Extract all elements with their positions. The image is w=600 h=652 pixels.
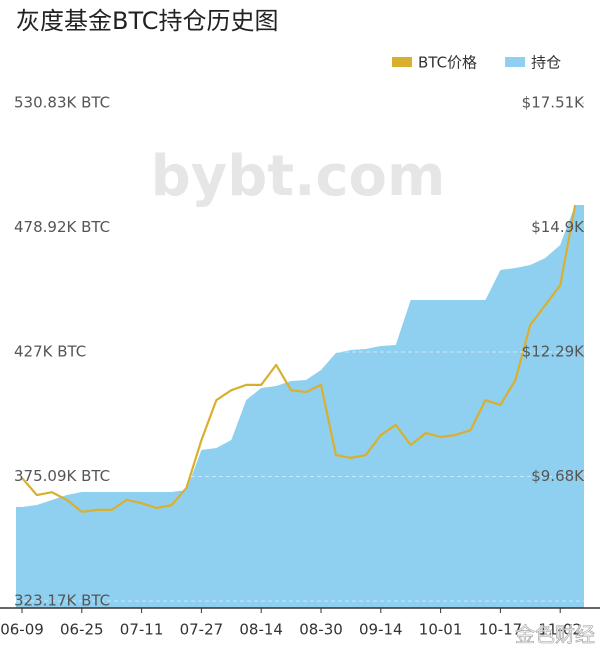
y-tick-label: 427K BTC: [14, 342, 86, 360]
legend-swatch: [392, 57, 412, 67]
x-tick-label: 08-30: [299, 621, 343, 639]
y2-tick-label: $14.9K: [531, 218, 585, 236]
x-tick-label: 10-17: [479, 621, 523, 639]
price-line: [21, 204, 577, 513]
chart-title: 灰度基金BTC持仓历史图: [16, 7, 278, 35]
watermark: bybt.com: [151, 144, 446, 209]
x-tick-label: 07-27: [180, 621, 224, 639]
x-tick-label: 06-09: [0, 621, 44, 639]
y-tick-label: 530.83K BTC: [14, 94, 110, 112]
y2-tick-label: $9.68K: [531, 467, 585, 485]
holdings-area: [16, 204, 584, 608]
legend-label: 持仓: [531, 54, 561, 72]
y2-tick-label: $17.51K: [522, 94, 585, 112]
x-tick-label: 06-25: [60, 621, 104, 639]
x-tick-label: 08-14: [239, 621, 283, 639]
legend-swatch: [505, 57, 526, 67]
x-tick-label: 10-01: [419, 621, 463, 639]
x-tick-label: 11-02: [538, 621, 582, 639]
y-tick-label: 375.09K BTC: [14, 467, 110, 485]
y-tick-label: 323.17K BTC: [14, 591, 110, 609]
x-tick-label: 07-11: [120, 621, 164, 639]
watermark: 金色财经: [515, 623, 595, 647]
y2-tick-label: $12.29K: [522, 342, 585, 360]
x-tick-label: 09-14: [359, 621, 403, 639]
legend-label: BTC价格: [418, 54, 477, 72]
y-tick-label: 478.92K BTC: [14, 218, 110, 236]
